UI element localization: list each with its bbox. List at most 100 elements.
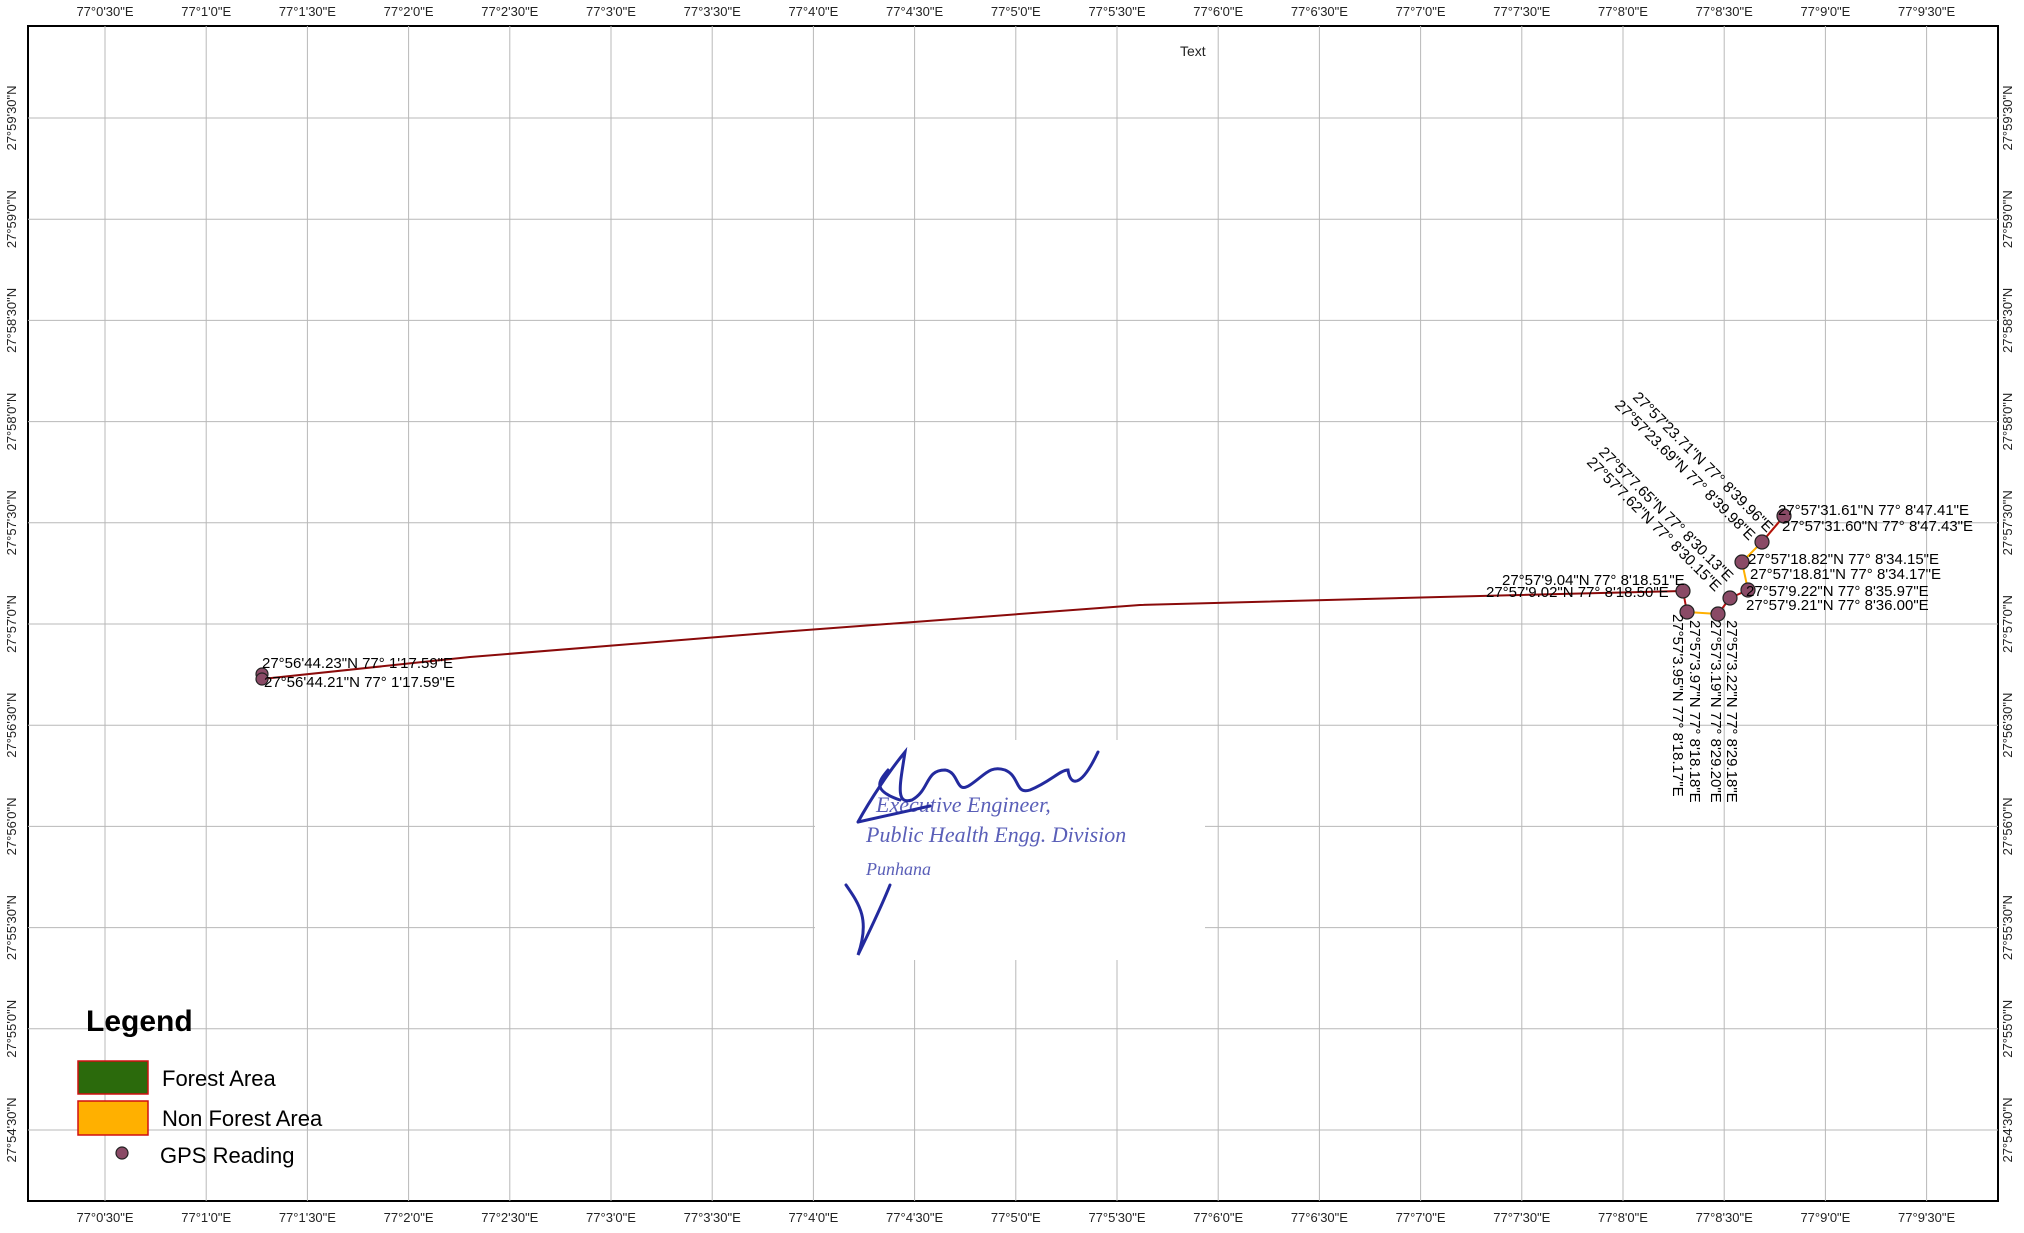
longitude-tick-label: 77°9'30"E bbox=[1898, 1210, 1955, 1225]
stamp-background bbox=[815, 740, 1205, 960]
gps-label: 27°57'18.81"N 77° 8'34.17"E bbox=[1750, 566, 1941, 583]
map-frame bbox=[27, 25, 1999, 1202]
longitude-tick-label: 77°3'0"E bbox=[586, 4, 636, 19]
longitude-tick-label: 77°1'0"E bbox=[181, 4, 231, 19]
longitude-tick-label: 77°1'30"E bbox=[279, 4, 336, 19]
longitude-tick-label: 77°1'0"E bbox=[181, 1210, 231, 1225]
longitude-tick-label: 77°8'30"E bbox=[1696, 4, 1753, 19]
longitude-tick-label: 77°6'30"E bbox=[1291, 4, 1348, 19]
gps-label: 27°57'3.95"N 77° 8'18.17"E bbox=[1669, 614, 1686, 797]
longitude-tick-label: 77°4'30"E bbox=[886, 1210, 943, 1225]
legend-forest-swatch bbox=[77, 1060, 149, 1095]
latitude-tick-label: 27°55'0"N bbox=[4, 1000, 19, 1058]
legend-non-forest-label: Non Forest Area bbox=[162, 1106, 323, 1131]
longitude-tick-label: 77°5'30"E bbox=[1088, 4, 1145, 19]
stamp-line-2: Public Health Engg. Division bbox=[865, 822, 1126, 847]
gps-label: 27°57'18.82"N 77° 8'34.15"E bbox=[1748, 551, 1939, 568]
latitude-tick-label: 27°58'30"N bbox=[2000, 288, 2015, 353]
latitude-tick-label: 27°56'0"N bbox=[4, 797, 19, 855]
gps-point bbox=[1675, 583, 1691, 599]
longitude-tick-label: 77°7'0"E bbox=[1396, 1210, 1446, 1225]
longitude-tick-label: 77°6'0"E bbox=[1193, 1210, 1243, 1225]
gps-label: 27°57'3.19"N 77° 8'29.20"E bbox=[1707, 620, 1724, 803]
longitude-tick-label: 77°7'0"E bbox=[1396, 4, 1446, 19]
longitude-tick-label: 77°9'0"E bbox=[1800, 1210, 1850, 1225]
longitude-tick-label: 77°2'30"E bbox=[481, 4, 538, 19]
longitude-labels-bottom: 77°0'30"E 77°1'0"E 77°1'30"E 77°2'0"E 77°2'3… bbox=[76, 1210, 1955, 1225]
gps-label: 27°56'44.21"N 77° 1'17.59"E bbox=[264, 674, 455, 691]
latitude-tick-label: 27°56'0"N bbox=[2000, 797, 2015, 855]
gps-point bbox=[1734, 554, 1750, 570]
longitude-tick-label: 77°8'30"E bbox=[1696, 1210, 1753, 1225]
gps-label: 27°57'3.97"N 77° 8'18.18"E bbox=[1686, 620, 1703, 803]
gps-label: 27°57'9.04"N 77° 8'18.51"E bbox=[1502, 572, 1685, 589]
signature-scribble bbox=[844, 746, 1100, 956]
latitude-tick-label: 27°58'30"N bbox=[4, 288, 19, 353]
longitude-tick-label: 77°6'30"E bbox=[1291, 1210, 1348, 1225]
latitude-tick-label: 27°58'0"N bbox=[2000, 393, 2015, 451]
legend-title: Legend bbox=[86, 1005, 193, 1038]
gps-point bbox=[1722, 590, 1738, 606]
latitude-tick-label: 27°57'0"N bbox=[2000, 595, 2015, 653]
longitude-tick-label: 77°2'0"E bbox=[384, 1210, 434, 1225]
legend: Legend Forest Area Non Forest Area GPS R… bbox=[77, 1005, 323, 1168]
longitude-tick-label: 77°4'0"E bbox=[788, 4, 838, 19]
longitude-tick-label: 77°9'0"E bbox=[1800, 4, 1850, 19]
latitude-tick-label: 27°57'0"N bbox=[4, 595, 19, 653]
legend-gps-marker bbox=[115, 1146, 129, 1160]
gps-label: 27°57'9.22"N 77° 8'35.97"E bbox=[1746, 583, 1929, 600]
longitude-tick-label: 77°1'30"E bbox=[279, 1210, 336, 1225]
latitude-tick-label: 27°59'0"N bbox=[2000, 190, 2015, 248]
gps-point bbox=[1679, 604, 1695, 620]
latitude-labels-left: 27°59'30"N 27°59'0"N 27°58'30"N 27°58'0"N 27… bbox=[4, 85, 19, 1162]
signature-stamp: Executive Engineer, Public Health Engg. … bbox=[815, 740, 1205, 960]
longitude-tick-label: 77°8'0"E bbox=[1598, 4, 1648, 19]
longitude-tick-label: 77°0'30"E bbox=[76, 4, 133, 19]
latitude-tick-label: 27°58'0"N bbox=[4, 393, 19, 451]
longitude-tick-label: 77°9'30"E bbox=[1898, 4, 1955, 19]
legend-gps-label: GPS Reading bbox=[160, 1143, 295, 1168]
longitude-tick-label: 77°5'0"E bbox=[991, 1210, 1041, 1225]
longitude-tick-label: 77°4'0"E bbox=[788, 1210, 838, 1225]
gps-point bbox=[1776, 508, 1792, 524]
gps-label: 27°57'9.21"N 77° 8'36.00"E bbox=[1746, 597, 1929, 614]
latitude-tick-label: 27°56'30"N bbox=[4, 693, 19, 758]
latitude-tick-label: 27°59'0"N bbox=[4, 190, 19, 248]
text-note: Text bbox=[1180, 43, 1206, 59]
pipeline-route bbox=[261, 590, 1684, 680]
latitude-tick-label: 27°54'30"N bbox=[4, 1097, 19, 1162]
longitude-tick-label: 77°4'30"E bbox=[886, 4, 943, 19]
latitude-tick-label: 27°59'30"N bbox=[2000, 85, 2015, 150]
gps-points bbox=[255, 508, 1792, 686]
latitude-tick-label: 27°56'30"N bbox=[2000, 693, 2015, 758]
longitude-tick-label: 77°6'0"E bbox=[1193, 4, 1243, 19]
longitude-labels-top: 77°0'30"E 77°1'0"E 77°1'30"E 77°2'0"E 77°2'3… bbox=[76, 4, 1955, 19]
latitude-tick-label: 27°55'30"N bbox=[4, 895, 19, 960]
latitude-tick-label: 27°57'30"N bbox=[4, 490, 19, 555]
stamp-line-3: Punhana bbox=[865, 859, 931, 879]
gps-label: 27°56'44.23"N 77° 1'17.59"E bbox=[262, 655, 453, 672]
longitude-tick-label: 77°7'30"E bbox=[1493, 4, 1550, 19]
gps-point bbox=[1754, 534, 1770, 550]
gps-label: 27°57'31.60"N 77° 8'47.43"E bbox=[1782, 518, 1973, 535]
longitude-tick-label: 77°7'30"E bbox=[1493, 1210, 1550, 1225]
latitude-tick-label: 27°59'30"N bbox=[4, 85, 19, 150]
gps-point bbox=[1710, 606, 1726, 622]
gps-label: 27°57'31.61"N 77° 8'47.41"E bbox=[1778, 502, 1969, 519]
longitude-tick-label: 77°3'0"E bbox=[586, 1210, 636, 1225]
longitude-tick-label: 77°0'30"E bbox=[76, 1210, 133, 1225]
legend-non-forest-swatch bbox=[77, 1100, 149, 1136]
longitude-tick-label: 77°5'30"E bbox=[1088, 1210, 1145, 1225]
latitude-tick-label: 27°55'0"N bbox=[2000, 1000, 2015, 1058]
gps-label: 27°57'3.22"N 77° 8'29.18"E bbox=[1723, 620, 1740, 803]
gps-label: 27°57'9.02"N 77° 8'18.50"E bbox=[1486, 584, 1669, 601]
latitude-tick-label: 27°57'30"N bbox=[2000, 490, 2015, 555]
longitude-tick-label: 77°5'0"E bbox=[991, 4, 1041, 19]
legend-forest-label: Forest Area bbox=[162, 1066, 276, 1091]
longitude-tick-label: 77°8'0"E bbox=[1598, 1210, 1648, 1225]
gps-point bbox=[255, 672, 269, 686]
longitude-tick-label: 77°3'30"E bbox=[684, 4, 741, 19]
latitude-labels-right: 27°59'30"N 27°59'0"N 27°58'30"N 27°58'0"N 27… bbox=[2000, 85, 2015, 1162]
gps-point bbox=[1740, 582, 1756, 598]
